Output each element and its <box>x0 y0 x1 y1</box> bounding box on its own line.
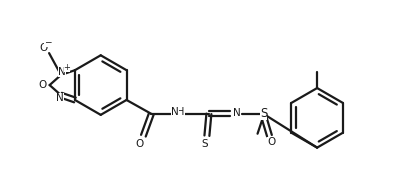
Text: H: H <box>177 107 185 117</box>
Text: +: + <box>63 63 70 73</box>
Text: S: S <box>260 107 267 120</box>
Text: O: O <box>38 80 47 90</box>
Text: O: O <box>39 43 47 53</box>
Text: N: N <box>233 108 241 118</box>
Text: N: N <box>56 93 64 103</box>
Text: N: N <box>171 107 179 117</box>
Text: N: N <box>58 67 66 77</box>
Text: −: − <box>44 38 52 47</box>
Text: O: O <box>267 137 276 147</box>
Text: O: O <box>135 139 143 149</box>
Text: S: S <box>202 139 208 149</box>
